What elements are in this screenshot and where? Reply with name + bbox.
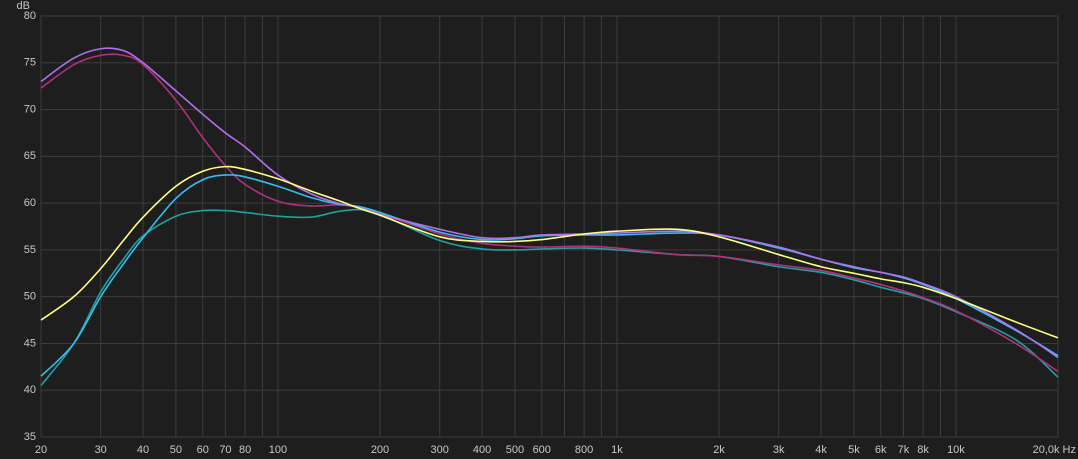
y-tick-label: 65 xyxy=(24,150,36,162)
y-tick-label: 55 xyxy=(24,244,36,256)
x-tick-label: 50 xyxy=(170,444,182,456)
x-tick-label: 1k xyxy=(611,444,623,456)
x-tick-label: 400 xyxy=(473,444,491,456)
x-tick-label: 500 xyxy=(506,444,524,456)
response-curve xyxy=(40,53,1059,373)
x-tick-label: 30 xyxy=(95,444,107,456)
y-tick-label: 40 xyxy=(24,384,36,396)
x-tick-label: 40 xyxy=(137,444,149,456)
x-tick-label: 10k xyxy=(947,444,965,456)
y-tick-label: 60 xyxy=(24,197,36,209)
y-tick-label: 75 xyxy=(24,57,36,69)
x-tick-label: 20 xyxy=(35,444,47,456)
response-curve xyxy=(40,47,1059,359)
x-tick-label: 60 xyxy=(197,444,209,456)
x-tick-label: 600 xyxy=(533,444,551,456)
x-tick-label: 8k xyxy=(917,444,929,456)
x-tick-label: 20,0k Hz xyxy=(1033,444,1076,456)
y-tick-label: 80 xyxy=(24,10,36,22)
x-tick-label: 100 xyxy=(269,444,287,456)
y-tick-label: 50 xyxy=(24,291,36,303)
y-tick-label: 45 xyxy=(24,337,36,349)
x-tick-label: 6k xyxy=(875,444,887,456)
x-tick-label: 70 xyxy=(219,444,231,456)
response-curve xyxy=(40,165,1059,339)
x-tick-label: 3k xyxy=(773,444,785,456)
x-tick-label: 2k xyxy=(713,444,725,456)
y-tick-label: 35 xyxy=(24,431,36,443)
x-tick-label: 800 xyxy=(575,444,593,456)
y-tick-label: 70 xyxy=(24,103,36,115)
x-tick-label: 5k xyxy=(848,444,860,456)
y-axis-label: dB xyxy=(17,0,30,12)
x-tick-label: 80 xyxy=(239,444,251,456)
response-curve xyxy=(40,208,1059,387)
x-tick-label: 200 xyxy=(371,444,389,456)
x-tick-label: 4k xyxy=(815,444,827,456)
x-tick-label: 7k xyxy=(898,444,910,456)
x-tick-label: 300 xyxy=(431,444,449,456)
